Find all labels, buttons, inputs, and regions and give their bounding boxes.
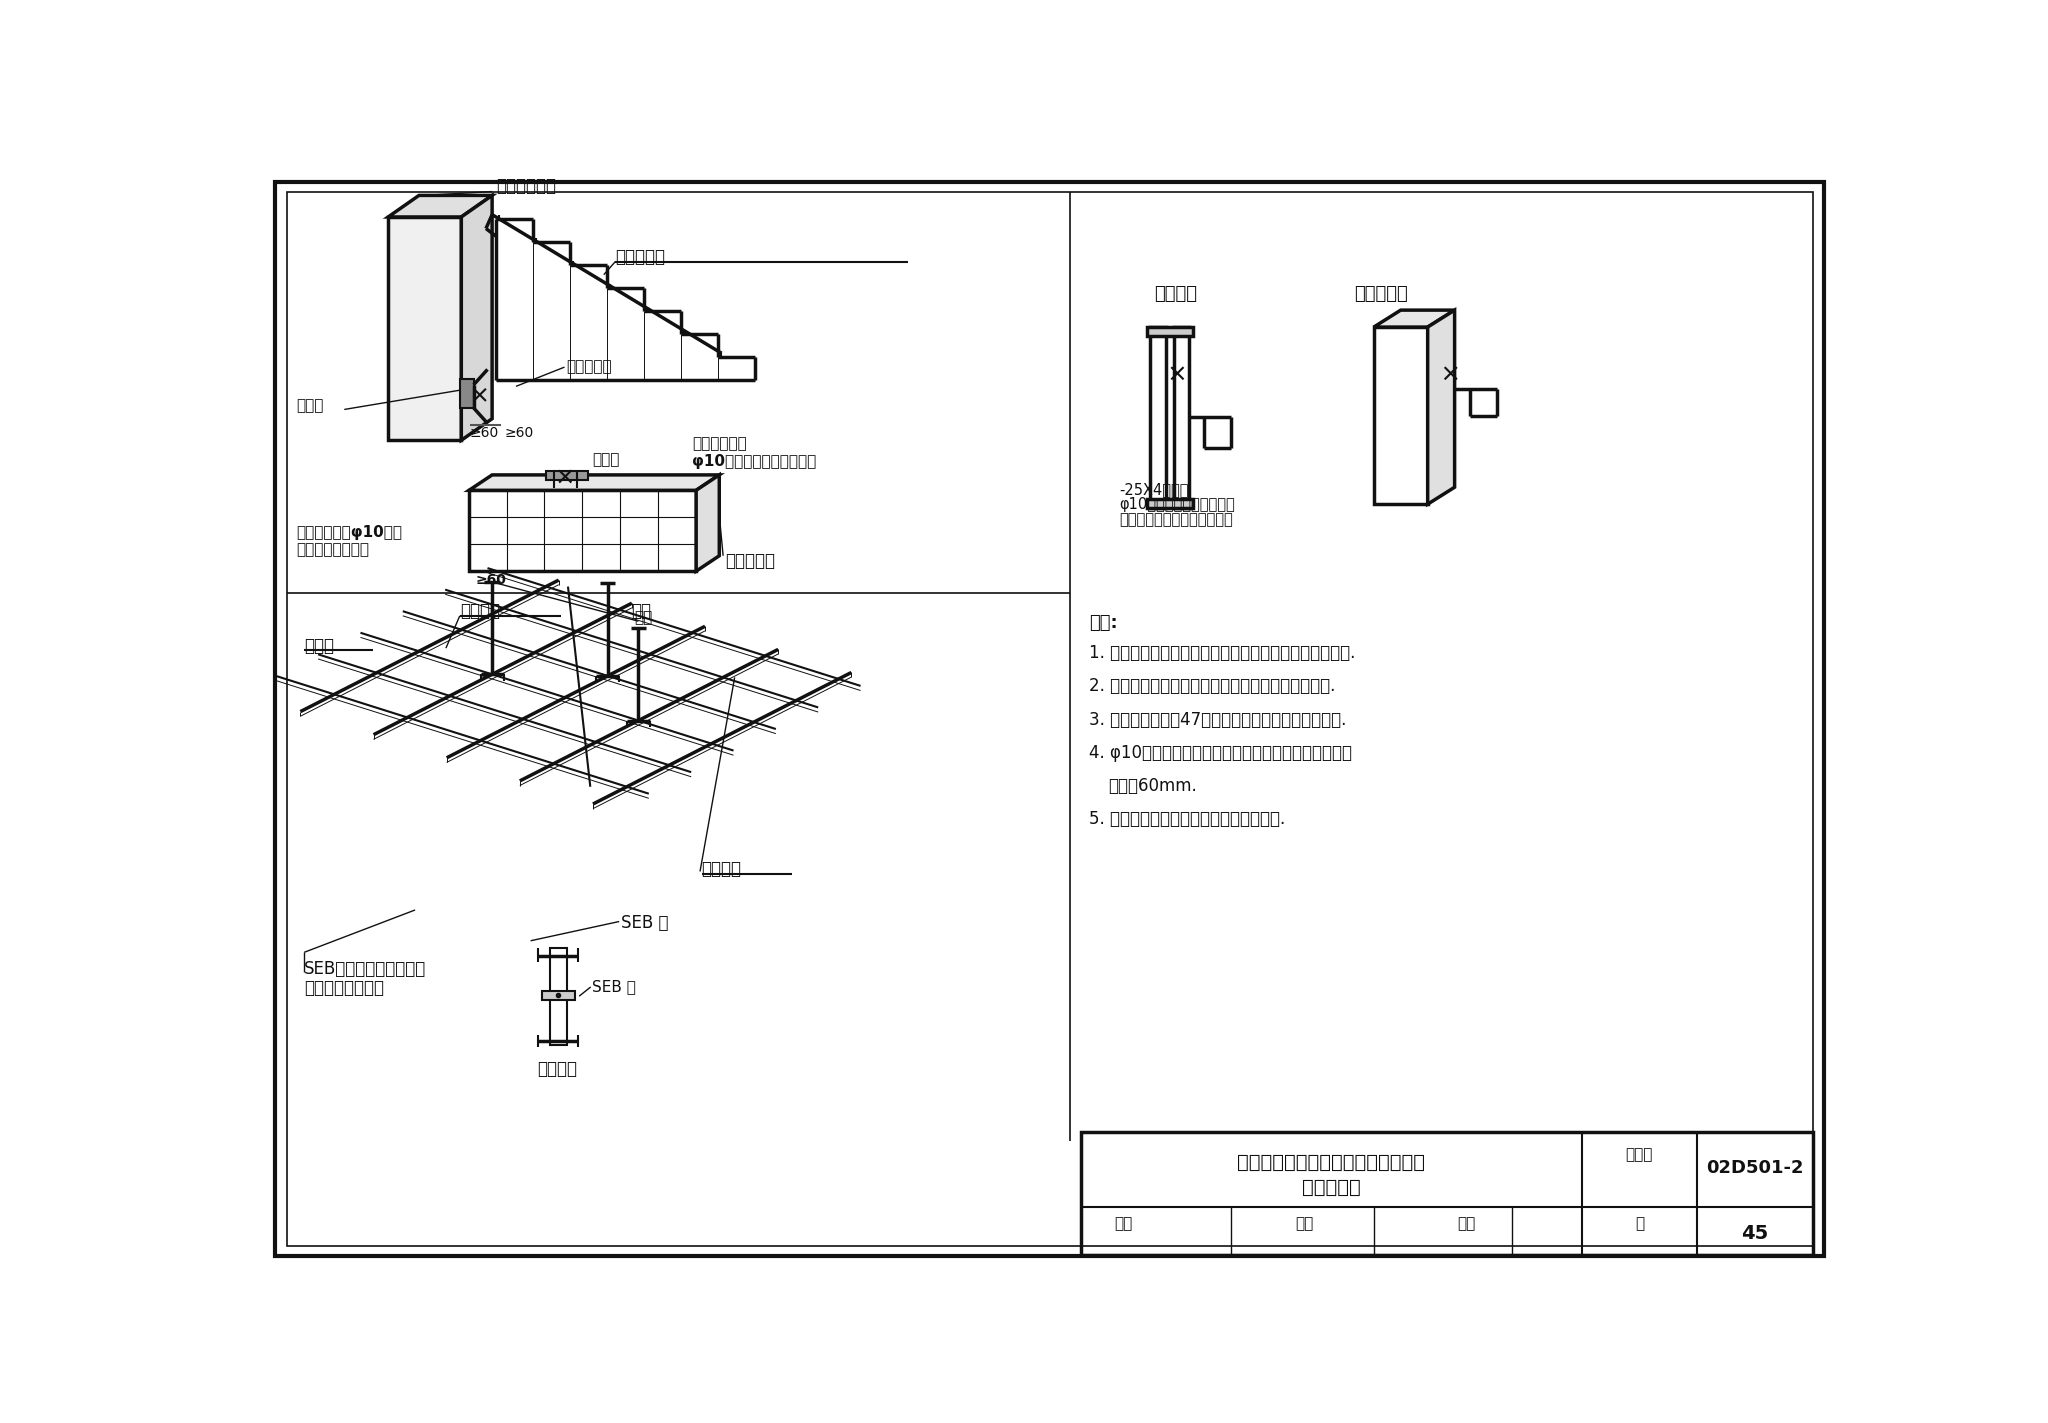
Text: 不小于60mm.: 不小于60mm. bbox=[1108, 777, 1196, 795]
Text: 主龙骨: 主龙骨 bbox=[305, 636, 334, 655]
Text: 金属栏杆、吊顶龙骨等建筑物构件的: 金属栏杆、吊顶龙骨等建筑物构件的 bbox=[1237, 1153, 1425, 1173]
Text: 龙骨吊挂: 龙骨吊挂 bbox=[702, 859, 741, 878]
Text: 预埋件: 预埋件 bbox=[297, 398, 324, 413]
Bar bbox=[549, 949, 567, 1044]
Text: 金属垃圾道: 金属垃圾道 bbox=[1354, 285, 1409, 303]
Text: 吊顶龙骨: 吊顶龙骨 bbox=[461, 602, 500, 620]
Text: 审核: 审核 bbox=[1114, 1217, 1133, 1231]
Polygon shape bbox=[461, 195, 492, 440]
Text: 钢筋连接，方法同扶手或栏杆: 钢筋连接，方法同扶手或栏杆 bbox=[1120, 512, 1233, 527]
Text: φ10圆钢，与柱或圈梁内主: φ10圆钢，与柱或圈梁内主 bbox=[1120, 497, 1235, 512]
Bar bbox=[461, 379, 473, 408]
Text: ≥60: ≥60 bbox=[504, 427, 535, 440]
Polygon shape bbox=[1374, 310, 1454, 327]
Text: 附注:: 附注: bbox=[1090, 613, 1118, 632]
Bar bbox=[1374, 327, 1427, 504]
Text: 1. 当柱体采用钢柱时，将连接导体的一端直接焊于钢柱上.: 1. 当柱体采用钢柱时，将连接导体的一端直接焊于钢柱上. bbox=[1090, 645, 1356, 662]
Bar bbox=[1151, 327, 1165, 508]
Text: 3. 预埋件做法见第47页，预埋件具体部位由设计确定.: 3. 预埋件做法见第47页，预埋件具体部位由设计确定. bbox=[1090, 710, 1346, 729]
Text: 2. 根据具体情况选用图中所示两种方法之一进行连接.: 2. 根据具体情况选用图中所示两种方法之一进行连接. bbox=[1090, 677, 1335, 696]
Text: 图集号: 图集号 bbox=[1626, 1147, 1653, 1163]
Text: 45: 45 bbox=[1741, 1224, 1769, 1244]
Polygon shape bbox=[389, 195, 492, 216]
Text: φ10圆钢与圈梁预埋件连接: φ10圆钢与圈梁预埋件连接 bbox=[692, 454, 817, 470]
Text: 02D501-2: 02D501-2 bbox=[1706, 1158, 1804, 1177]
Text: 预埋件: 预埋件 bbox=[592, 453, 621, 467]
Bar bbox=[1081, 1131, 1812, 1255]
Bar bbox=[1147, 327, 1192, 336]
Text: 5. 在伸臂范围之外的吊顶龙骨可不做联结.: 5. 在伸臂范围之外的吊顶龙骨可不做联结. bbox=[1090, 810, 1286, 828]
Text: 吊件大样: 吊件大样 bbox=[537, 1060, 578, 1079]
Bar bbox=[547, 471, 588, 481]
Text: 页: 页 bbox=[1634, 1217, 1645, 1231]
Text: 4. φ10的圆钢与钢筋或栏杆等建筑物金属构件焊接长度: 4. φ10的圆钢与钢筋或栏杆等建筑物金属构件焊接长度 bbox=[1090, 744, 1352, 761]
Text: SEB线与吊件的连接可利: SEB线与吊件的连接可利 bbox=[305, 961, 426, 978]
Text: 校对: 校对 bbox=[1294, 1217, 1313, 1231]
Text: 与栏杆焊接: 与栏杆焊接 bbox=[565, 360, 612, 374]
Bar bbox=[1174, 327, 1190, 508]
Text: 圈梁主钢筋: 圈梁主钢筋 bbox=[725, 552, 776, 569]
Text: ≥60: ≥60 bbox=[475, 573, 506, 588]
Text: 钢筋混凝土柱: 钢筋混凝土柱 bbox=[496, 178, 555, 195]
Polygon shape bbox=[1427, 310, 1454, 504]
Text: 与柱上预埋件连接: 与柱上预埋件连接 bbox=[297, 542, 369, 556]
Text: 扶手或栏杆: 扶手或栏杆 bbox=[614, 248, 666, 266]
Text: -25X4扁钢或: -25X4扁钢或 bbox=[1120, 482, 1190, 498]
Text: ≥60: ≥60 bbox=[469, 427, 500, 440]
Text: 吊件: 吊件 bbox=[631, 602, 651, 620]
Text: 第一种方法：φ10圆钢: 第一种方法：φ10圆钢 bbox=[297, 525, 403, 539]
Text: 设计: 设计 bbox=[1456, 1217, 1475, 1231]
Text: 等电位联结: 等电位联结 bbox=[1303, 1178, 1360, 1197]
Polygon shape bbox=[469, 475, 719, 491]
Bar bbox=[1147, 499, 1192, 508]
Text: SEB 线: SEB 线 bbox=[621, 914, 670, 932]
Bar bbox=[469, 491, 696, 571]
Text: 吊件: 吊件 bbox=[635, 609, 653, 625]
Text: 电梯导轨: 电梯导轨 bbox=[1155, 285, 1198, 303]
Text: SEB 线: SEB 线 bbox=[592, 979, 637, 995]
Text: 用吊件所配的螺栓: 用吊件所配的螺栓 bbox=[305, 979, 385, 998]
Bar bbox=[543, 990, 575, 1000]
Polygon shape bbox=[696, 475, 719, 571]
Bar bbox=[389, 216, 461, 440]
Text: 第二种方法：: 第二种方法： bbox=[692, 437, 748, 451]
